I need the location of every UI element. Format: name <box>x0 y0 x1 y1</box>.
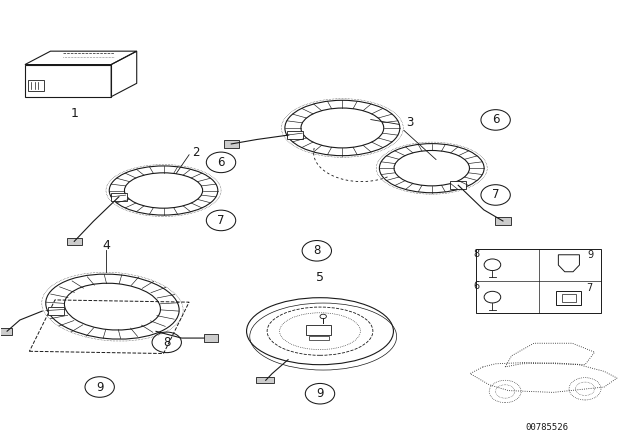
Polygon shape <box>0 328 12 335</box>
Polygon shape <box>111 193 127 201</box>
Polygon shape <box>287 131 303 139</box>
Polygon shape <box>451 181 466 190</box>
Text: 4: 4 <box>102 239 110 252</box>
Text: 7: 7 <box>492 189 499 202</box>
Text: 7: 7 <box>586 283 592 293</box>
Text: 9: 9 <box>316 387 324 400</box>
Bar <box>308 336 329 340</box>
Text: 9: 9 <box>96 380 104 393</box>
Bar <box>562 294 576 302</box>
Text: 3: 3 <box>406 116 413 129</box>
Text: 8: 8 <box>163 336 170 349</box>
Text: 7: 7 <box>217 214 225 227</box>
Polygon shape <box>204 335 218 342</box>
Polygon shape <box>67 238 82 245</box>
Bar <box>556 291 581 306</box>
Text: 00785526: 00785526 <box>525 423 568 432</box>
Text: 6: 6 <box>217 156 225 169</box>
Text: 8: 8 <box>474 249 479 258</box>
Polygon shape <box>223 140 239 147</box>
Text: 6: 6 <box>474 281 479 291</box>
Polygon shape <box>495 217 511 224</box>
Text: 5: 5 <box>316 271 324 284</box>
Bar <box>476 249 601 313</box>
Text: 1: 1 <box>70 107 78 120</box>
Text: 8: 8 <box>313 244 321 257</box>
Bar <box>306 325 332 335</box>
Polygon shape <box>47 307 63 315</box>
Polygon shape <box>256 377 274 383</box>
Text: 9: 9 <box>588 250 594 260</box>
Text: 2: 2 <box>192 146 199 159</box>
Text: 6: 6 <box>492 113 499 126</box>
